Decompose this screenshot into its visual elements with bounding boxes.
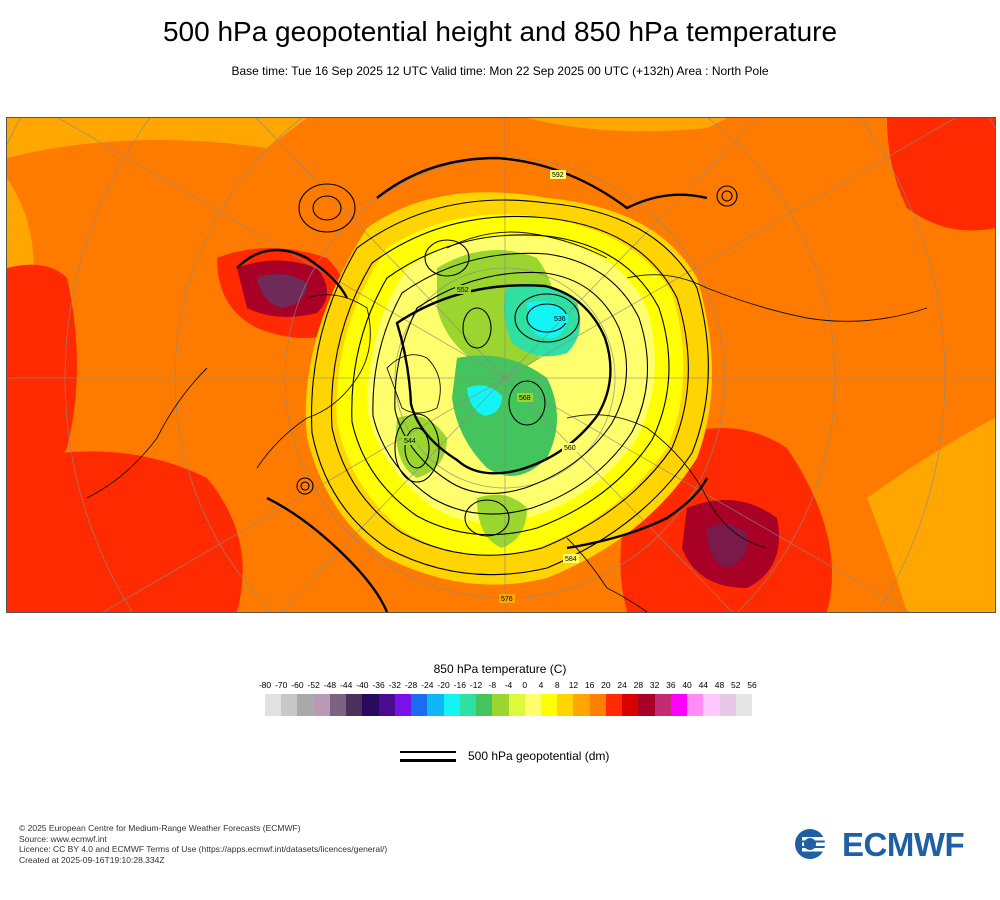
colorbar-tick-label: -4 xyxy=(504,680,513,690)
colorbar-tick-label: 32 xyxy=(649,680,660,690)
colorbar-swatch xyxy=(524,694,541,716)
colorbar-tick-label: 4 xyxy=(538,680,544,690)
colorbar-swatch xyxy=(492,694,509,716)
colorbar-tick-label: -20 xyxy=(437,680,450,690)
colorbar-swatch xyxy=(313,694,330,716)
footer-credits: © 2025 European Centre for Medium-Range … xyxy=(19,823,387,865)
colorbar-swatch xyxy=(329,694,347,716)
colorbar-swatch xyxy=(281,694,298,716)
colorbar-tick-label: -44 xyxy=(340,680,353,690)
colorbar-tick-label: -80 xyxy=(258,680,272,690)
colorbar-swatch xyxy=(362,694,379,716)
colorbar-swatch xyxy=(459,694,477,716)
colorbar-tick-label: -70 xyxy=(275,680,288,690)
colorbar-tick-label: -60 xyxy=(291,680,304,690)
coastlines xyxy=(86,231,928,612)
contour-label: 576 xyxy=(501,596,513,603)
colorbar-swatch xyxy=(476,694,493,716)
colorbar-tick-label: 28 xyxy=(633,680,644,690)
red-region-sw xyxy=(7,451,243,612)
colorbar-tick-label: 48 xyxy=(714,680,725,690)
contour-label: 536 xyxy=(554,316,566,323)
colorbar-swatch xyxy=(654,694,671,716)
geopotential-line-sample xyxy=(400,751,456,762)
colorbar-swatch xyxy=(394,694,412,716)
orange-band-north xyxy=(7,118,727,158)
temperature-colorbar xyxy=(265,694,753,716)
contour-labels: 592 584 576 568 560 552 544 536 xyxy=(402,170,579,603)
licence-line[interactable]: Licence: CC BY 4.0 and ECMWF Terms of Us… xyxy=(19,844,388,854)
temperature-legend-title: 850 hPa temperature (C) xyxy=(433,662,567,676)
colorbar-swatch xyxy=(735,694,753,716)
colorbar-swatch xyxy=(411,694,428,716)
colorbar-tick-label: -28 xyxy=(404,680,418,690)
colorbar-swatch xyxy=(378,694,395,716)
colorbar-swatch xyxy=(297,694,314,716)
colorbar-tick-label: 12 xyxy=(568,680,579,690)
colorbar-tick-label: 44 xyxy=(698,680,709,690)
red-region-ne xyxy=(887,118,995,231)
geopotential-contours xyxy=(296,183,738,576)
ecmwf-logo-text: ECMWF xyxy=(842,826,965,863)
ecmwf-logo[interactable]: ECMWF xyxy=(794,826,984,863)
colorbar-tick-label: 24 xyxy=(617,680,627,690)
geopotential-legend-label: 500 hPa geopotential (dm) xyxy=(468,749,610,763)
purple-region-nw xyxy=(257,274,307,308)
colorbar-swatch xyxy=(573,694,590,716)
colorbar-tick-label: 20 xyxy=(601,680,611,690)
geopotential-legend: 500 hPa geopotential (dm) xyxy=(400,748,660,768)
colorbar-swatch xyxy=(703,694,720,716)
colorbar-swatch xyxy=(670,694,688,716)
red-region-w xyxy=(7,264,77,484)
colorbar-swatch xyxy=(265,694,282,716)
source-line[interactable]: Source: www.ecmwf.int xyxy=(19,833,107,844)
contour-label: 568 xyxy=(519,395,531,402)
colorbar-swatch xyxy=(687,694,704,716)
colorbar-swatch xyxy=(589,694,606,716)
north-pole-map[interactable]: 592 584 576 568 560 552 544 536 xyxy=(6,117,996,613)
chart-subtitle: Base time: Tue 16 Sep 2025 12 UTC Valid … xyxy=(231,64,769,78)
colorbar-tick-label: 52 xyxy=(731,680,741,690)
colorbar-tick-label: -8 xyxy=(488,680,497,690)
chart-title: 500 hPa geopotential height and 850 hPa … xyxy=(162,16,838,47)
colorbar-tick-label: 8 xyxy=(554,680,560,690)
colorbar-swatch xyxy=(719,694,736,716)
colorbar-tick-label: -52 xyxy=(307,680,320,690)
copyright-line: © 2025 European Centre for Medium-Range … xyxy=(19,823,301,833)
colorbar-swatch xyxy=(638,694,655,716)
colorbar-tick-label: -48 xyxy=(323,680,337,690)
contour-label: 552 xyxy=(457,287,469,294)
colorbar-tick-label: -16 xyxy=(453,680,466,690)
colorbar-tick-label: -24 xyxy=(421,680,434,690)
colorbar-tick-label: -40 xyxy=(356,680,369,690)
colorbar-tick-label: 0 xyxy=(522,680,528,690)
contour-label: 584 xyxy=(565,556,577,563)
colorbar-swatch xyxy=(622,694,639,716)
colorbar-swatch xyxy=(443,694,460,716)
colorbar-tick-label: -12 xyxy=(469,680,483,690)
colorbar-tick-label: -32 xyxy=(388,680,402,690)
colorbar-swatch xyxy=(346,694,363,716)
colorbar-tick-label: 16 xyxy=(584,680,595,690)
colorbar-tick-label: 40 xyxy=(682,680,692,690)
geopotential-contours-bold xyxy=(236,156,709,612)
created-line: Created at 2025-09-16T19:10:28.334Z xyxy=(19,854,165,865)
colorbar-swatch xyxy=(508,694,525,716)
colorbar-tick-label: -36 xyxy=(372,680,385,690)
colorbar-swatch xyxy=(557,694,574,716)
colorbar-swatch xyxy=(427,694,444,716)
colorbar-tick-label: 36 xyxy=(666,680,676,690)
ecmwf-logo-icon xyxy=(795,829,836,859)
contour-label: 592 xyxy=(552,172,564,179)
contour-label: 544 xyxy=(404,438,416,445)
orange-band-se xyxy=(867,418,995,612)
colorbar-swatch xyxy=(605,694,623,716)
temperature-legend-ticks: -80 -70 -60 -52 -48 -44 -40 -36 -32 -28 -24 -20 -16-… xyxy=(238,680,762,692)
cyan-region xyxy=(527,300,568,339)
contour-label: 560 xyxy=(564,445,576,452)
colorbar-swatch xyxy=(540,694,558,716)
colorbar-tick-label: 56 xyxy=(747,680,757,690)
